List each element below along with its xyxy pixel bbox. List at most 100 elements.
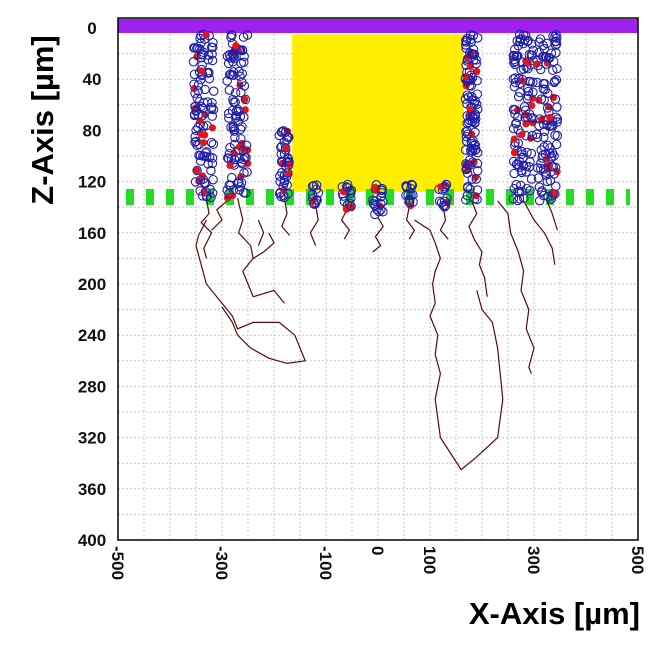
- open-marker: [528, 77, 538, 87]
- open-marker: [439, 202, 450, 212]
- open-marker: [539, 126, 550, 137]
- open-marker: [551, 75, 562, 85]
- open-marker: [228, 94, 238, 105]
- open-marker: [539, 43, 550, 54]
- open-marker: [274, 130, 285, 141]
- track-line: [257, 219, 265, 246]
- open-marker: [464, 155, 475, 165]
- filled-marker: [241, 95, 249, 103]
- open-marker: [508, 123, 519, 134]
- x-tick-labels: -500 -300 -100 0 100 300 500: [108, 546, 647, 580]
- open-marker: [516, 186, 527, 197]
- filled-marker: [285, 161, 294, 169]
- open-marker: [548, 161, 559, 172]
- open-marker: [513, 91, 524, 102]
- open-marker: [193, 86, 203, 96]
- open-marker: [470, 95, 480, 106]
- filled-marker: [510, 149, 519, 157]
- open-marker: [515, 180, 526, 191]
- track-line: [237, 198, 254, 298]
- filled-marker: [282, 144, 290, 152]
- open-marker: [189, 69, 200, 80]
- open-marker: [240, 94, 251, 105]
- open-marker: [536, 145, 546, 155]
- track-line: [309, 204, 319, 246]
- open-marker: [229, 154, 240, 165]
- filled-marker: [473, 67, 481, 76]
- track-line: [195, 219, 207, 246]
- open-marker: [545, 143, 555, 153]
- open-marker: [525, 157, 535, 167]
- open-marker: [191, 125, 201, 136]
- open-marker: [200, 84, 210, 95]
- open-marker: [241, 188, 251, 198]
- open-marker: [276, 149, 286, 159]
- open-marker: [523, 83, 533, 93]
- open-marker: [284, 132, 294, 143]
- open-marker: [546, 151, 557, 162]
- open-marker: [439, 196, 450, 207]
- open-marker: [207, 55, 218, 66]
- x-tick-label: -500: [108, 546, 127, 580]
- open-marker: [522, 93, 533, 104]
- open-marker: [376, 191, 387, 202]
- open-marker: [206, 137, 217, 148]
- filled-marker: [533, 60, 541, 68]
- open-marker: [376, 185, 387, 196]
- open-marker: [551, 181, 561, 192]
- tracks: [195, 198, 558, 471]
- open-marker: [282, 135, 292, 145]
- open-marker: [472, 158, 483, 169]
- open-marker: [535, 158, 546, 169]
- open-marker: [463, 129, 473, 139]
- open-marker: [235, 124, 246, 135]
- open-marker: [471, 58, 481, 69]
- open-marker: [550, 40, 561, 51]
- open-marker: [508, 194, 519, 204]
- track-line: [252, 232, 275, 259]
- open-marker: [522, 183, 532, 194]
- open-marker: [207, 97, 217, 108]
- open-marker: [511, 118, 522, 129]
- track-line: [497, 200, 519, 253]
- filled-marker: [190, 84, 198, 93]
- open-marker: [513, 40, 523, 51]
- x-tick-label: 0: [368, 546, 387, 555]
- open-marker: [472, 89, 483, 99]
- open-marker: [279, 175, 290, 186]
- open-marker: [462, 163, 472, 174]
- open-marker: [236, 134, 246, 144]
- open-marker: [550, 94, 561, 104]
- open-marker: [208, 104, 219, 115]
- open-marker: [521, 167, 531, 177]
- open-marker: [237, 77, 247, 88]
- yellow-block: [292, 34, 464, 192]
- open-marker: [406, 190, 416, 200]
- y-tick-label: 160: [78, 224, 106, 243]
- track-line: [439, 207, 449, 240]
- open-marker: [513, 124, 523, 135]
- x-tick-label: -300: [212, 546, 231, 580]
- open-marker: [534, 195, 545, 206]
- open-marker: [471, 174, 482, 184]
- open-marker: [207, 42, 218, 53]
- open-marker: [341, 182, 352, 192]
- open-marker: [228, 52, 239, 63]
- open-marker: [197, 103, 208, 113]
- markers: [188, 29, 563, 220]
- open-marker: [192, 93, 202, 103]
- track-line: [405, 207, 416, 240]
- track-line: [523, 200, 556, 265]
- open-marker: [547, 65, 558, 76]
- open-marker: [469, 49, 480, 60]
- open-marker: [313, 188, 324, 198]
- open-marker: [346, 185, 357, 196]
- open-marker: [441, 179, 452, 190]
- y-tick-labels: 0 40 80 120 160 200 240 280 320 360 400: [78, 19, 106, 550]
- open-marker: [404, 197, 415, 208]
- open-marker: [470, 117, 480, 127]
- open-marker: [233, 177, 244, 187]
- open-marker: [538, 84, 549, 94]
- track-line: [253, 289, 285, 304]
- track-line: [372, 217, 384, 253]
